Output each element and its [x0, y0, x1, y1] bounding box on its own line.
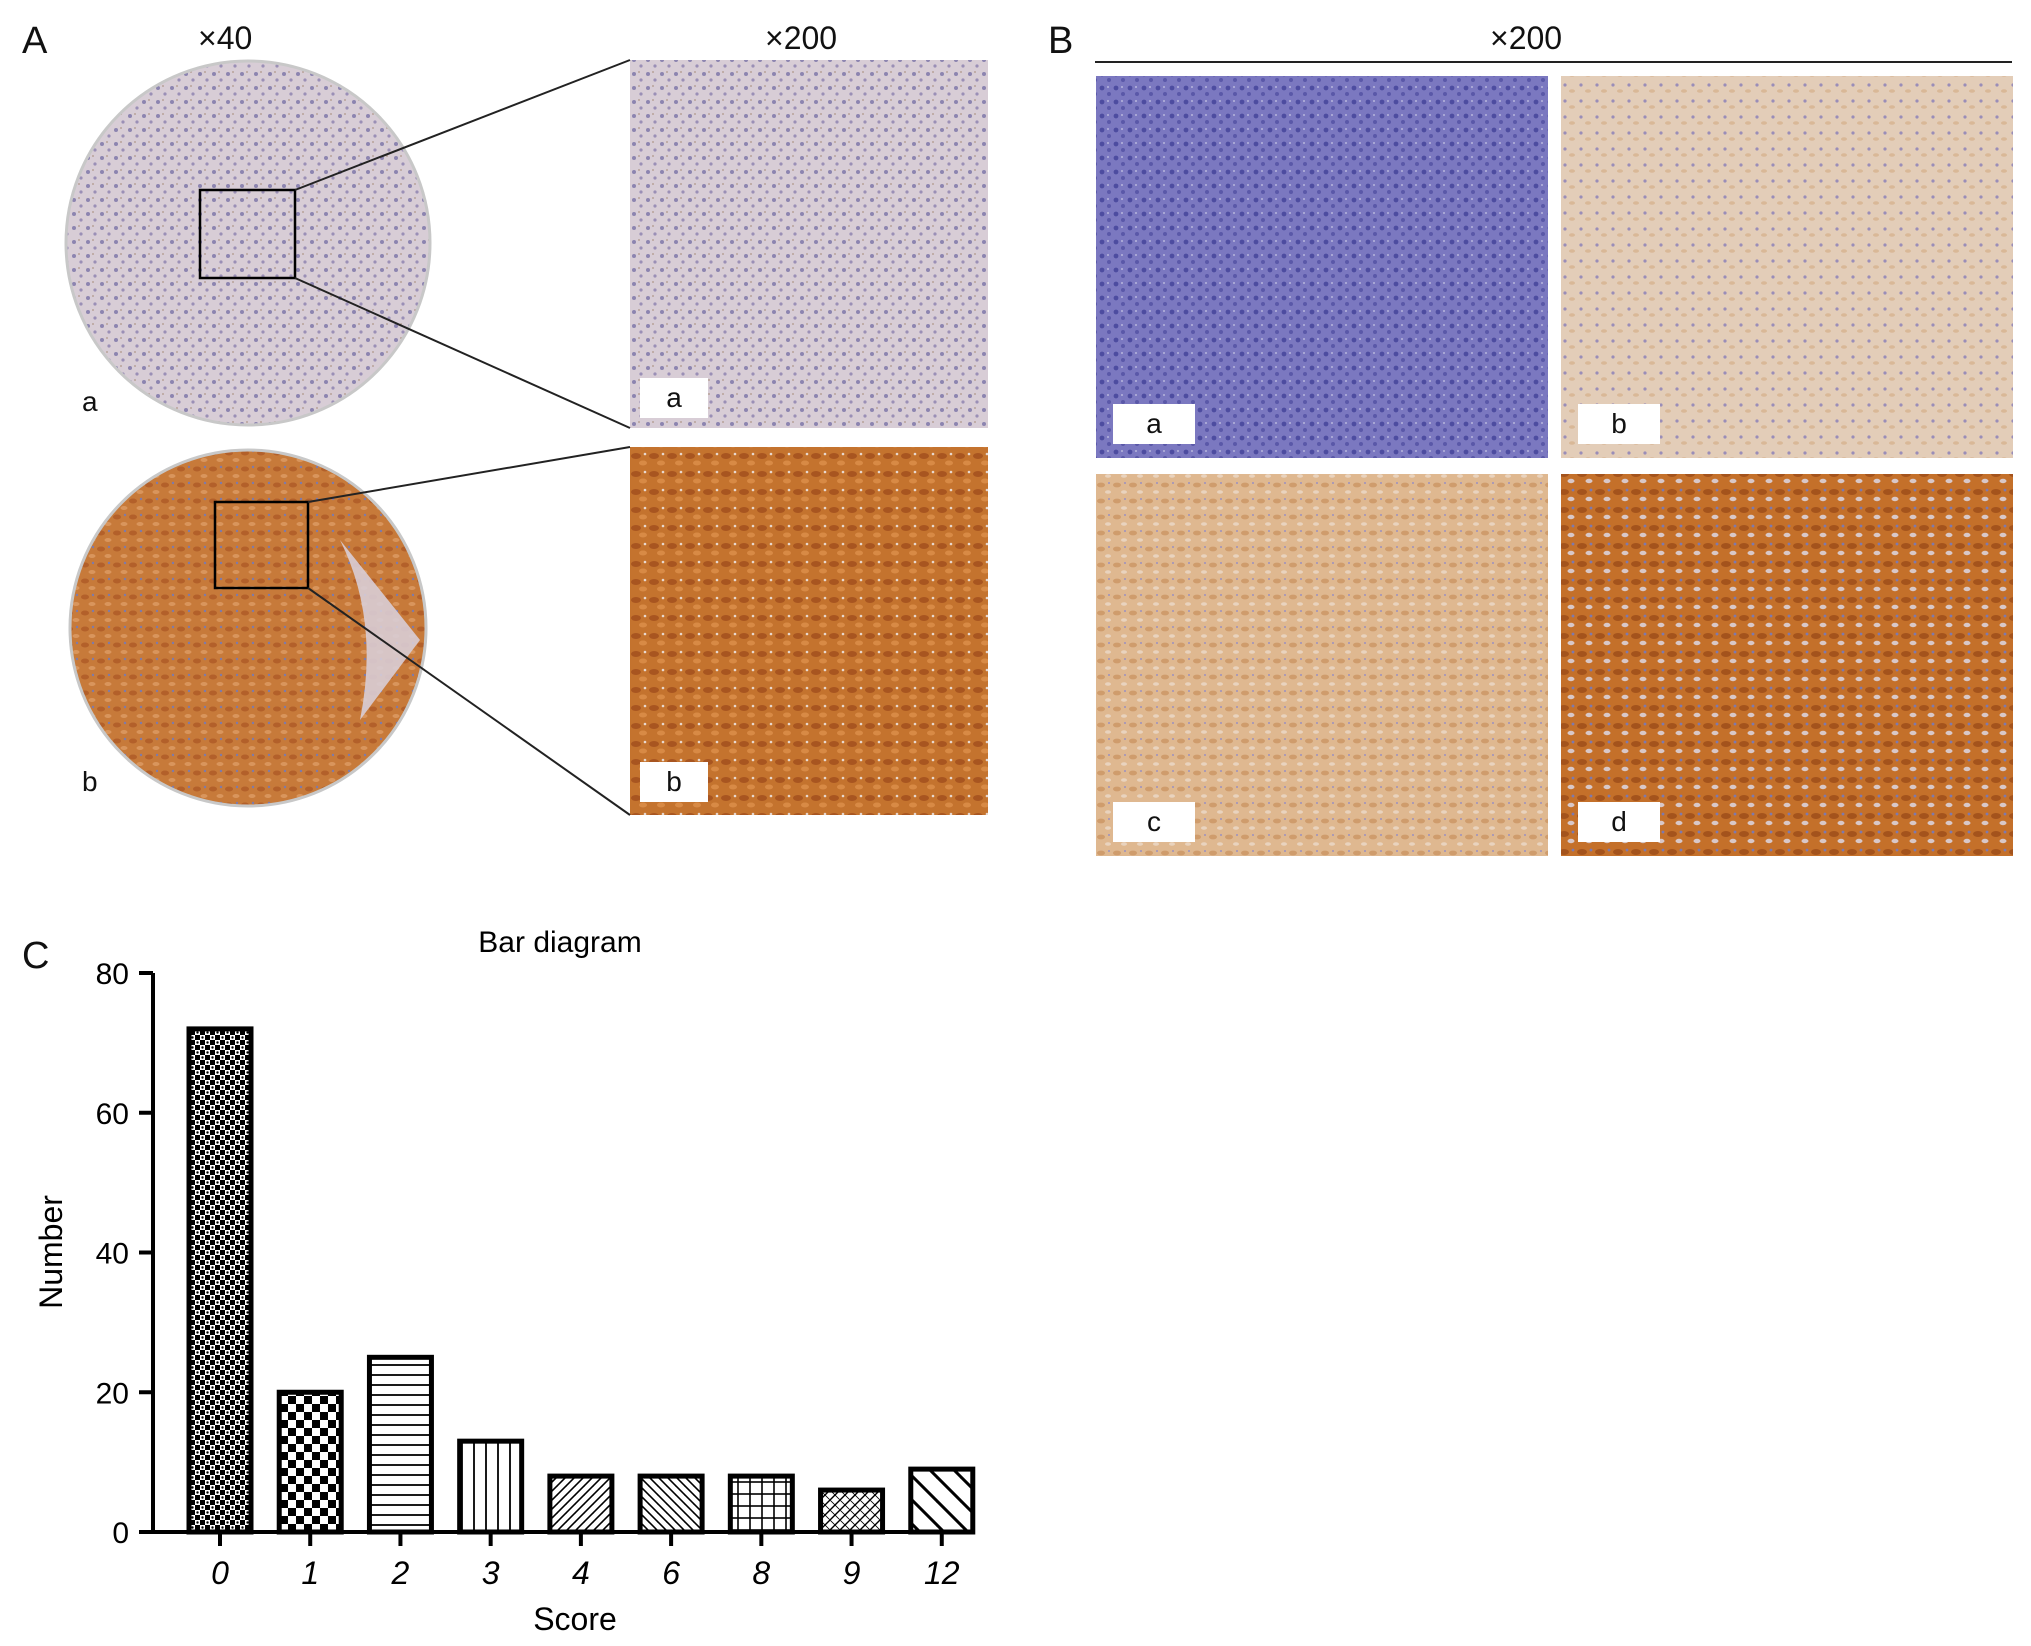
connector-a-top	[294, 59, 631, 191]
panel-a-low-mag: ×40	[198, 20, 253, 56]
x-tick-label: 6	[662, 1555, 680, 1591]
x-tick-label: 8	[752, 1555, 770, 1591]
chart-title: Bar diagram	[478, 926, 641, 959]
panel-a-letter: A	[22, 20, 48, 62]
tile-b-b-label: b	[1578, 404, 1660, 444]
tile-b-d-label: d	[1578, 802, 1660, 842]
bar-score-0	[186, 1026, 254, 1535]
core-b-image	[68, 448, 428, 808]
tile-b-d-image	[1561, 474, 2013, 856]
bar-score-8	[727, 1473, 795, 1535]
zoom-a-label: a	[640, 378, 708, 418]
core-a-image	[64, 59, 432, 427]
x-tick-label: 3	[482, 1555, 500, 1591]
connector-b-bottom	[307, 587, 631, 816]
core-a-zoom-box	[198, 188, 297, 280]
panel-b-graphics	[1095, 61, 2013, 856]
bar-score-12	[908, 1466, 976, 1535]
core-b-zoom-box	[213, 500, 310, 590]
connector-a-bottom	[294, 277, 631, 429]
x-tick-label: 12	[924, 1555, 960, 1591]
core-b-label: b	[82, 766, 98, 797]
y-tick-label: 20	[96, 1377, 129, 1410]
zoom-a-image	[630, 60, 988, 428]
x-tick-label: 0	[211, 1555, 229, 1591]
x-tick-label: 4	[572, 1555, 590, 1591]
tile-b-a-label: a	[1113, 404, 1195, 444]
y-tick-label: 40	[96, 1238, 129, 1271]
panel-c-letter: C	[22, 935, 50, 977]
x-tick-label: 2	[391, 1555, 410, 1591]
panel-a-high-mag: ×200	[765, 20, 838, 56]
core-a-label: a	[82, 386, 98, 417]
x-tick-label: 1	[301, 1555, 319, 1591]
tile-b-c-image	[1096, 474, 1548, 856]
panel-b-mag: ×200	[1490, 20, 1563, 56]
zoom-b-label: b	[640, 762, 708, 802]
y-tick-label: 0	[112, 1517, 129, 1550]
y-axis-label: Number	[33, 1195, 69, 1309]
x-tick-label: 9	[843, 1555, 861, 1591]
bar-score-4	[547, 1473, 615, 1535]
tile-b-a-image	[1096, 76, 1548, 458]
panel-a-graphics	[64, 59, 988, 816]
tile-b-c-label: c	[1113, 802, 1195, 842]
bar-score-6	[637, 1473, 705, 1535]
bar-score-2	[366, 1354, 434, 1535]
x-axis-label: Score	[533, 1601, 617, 1637]
bar-score-1	[276, 1389, 344, 1535]
panel-b-letter: B	[1048, 20, 1074, 62]
zoom-b-image	[630, 447, 988, 815]
bar-score-3	[457, 1438, 525, 1535]
connector-b-top	[307, 446, 631, 503]
y-tick-label: 60	[96, 1098, 129, 1131]
y-tick-label: 80	[96, 958, 129, 991]
tile-b-b-image	[1561, 76, 2013, 458]
bar-score-9	[818, 1487, 886, 1535]
